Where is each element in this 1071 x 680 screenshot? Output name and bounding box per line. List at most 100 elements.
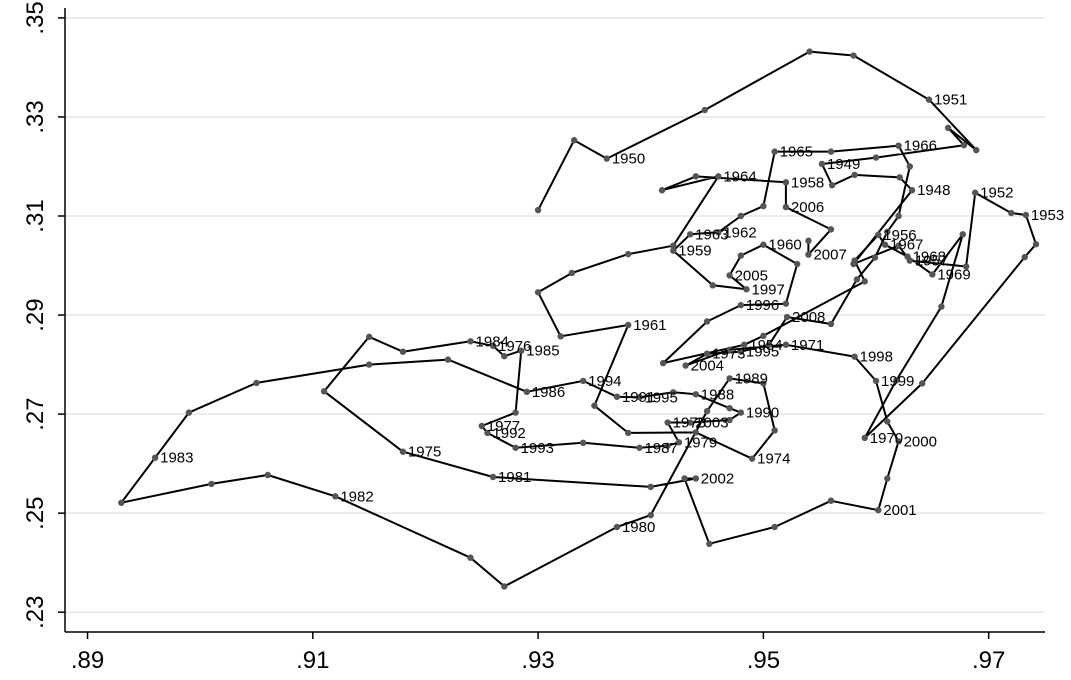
data-point-23 <box>1032 241 1040 248</box>
data-point-86 <box>467 338 474 345</box>
year-label-30: 1969 <box>937 266 970 283</box>
year-label-66: 2004 <box>691 358 724 375</box>
year-labels: 1950 1951 1949 1948 1957 1952 1953 1970 19691968… <box>160 92 1064 536</box>
data-point-141 <box>827 226 835 233</box>
data-point-10 <box>872 154 880 161</box>
data-point-87 <box>489 342 497 349</box>
year-label-81: 1981 <box>498 469 531 486</box>
data-point-81 <box>489 473 497 481</box>
year-label-113: 1983 <box>160 450 193 467</box>
data-point-105 <box>636 394 643 401</box>
data-point-80 <box>647 483 654 491</box>
year-label-49: 1963 <box>695 226 728 243</box>
data-point-106 <box>613 393 621 400</box>
data-point-8 <box>944 124 952 132</box>
data-point-69 <box>851 353 858 360</box>
data-point-44 <box>737 252 745 259</box>
data-point-11 <box>818 160 826 168</box>
year-label-106: 1991 <box>622 389 655 406</box>
data-point-51 <box>737 212 745 220</box>
data-point-108 <box>523 388 531 396</box>
data-point-47 <box>709 282 716 289</box>
data-point-64 <box>737 348 745 355</box>
data-point-114 <box>118 499 125 506</box>
x-tick-label-3: .95 <box>747 647 780 674</box>
year-label-107: 1994 <box>588 373 621 390</box>
data-point-116 <box>264 471 271 479</box>
year-label-15: 1948 <box>917 182 950 199</box>
data-point-13 <box>851 171 858 179</box>
year-label-43: 1960 <box>768 237 801 254</box>
data-point-90 <box>512 409 519 416</box>
data-point-130 <box>625 321 632 329</box>
data-point-62 <box>783 313 791 321</box>
y-tick-label-3: .29 <box>22 298 49 331</box>
year-label-55: 1966 <box>904 138 937 155</box>
year-label-140: 2006 <box>791 199 824 216</box>
year-label-50: 1962 <box>723 224 756 241</box>
year-label-32: 1967 <box>890 237 923 254</box>
data-point-40 <box>737 301 745 309</box>
data-point-136 <box>715 173 722 180</box>
data-point-71 <box>884 418 891 425</box>
data-point-35 <box>861 278 868 285</box>
data-point-53 <box>771 148 778 155</box>
year-label-120: 1980 <box>622 519 655 536</box>
year-label-99: 2003 <box>695 415 728 432</box>
year-label-82: 1975 <box>408 444 441 461</box>
year-label-70: 1999 <box>881 373 914 390</box>
data-point-111 <box>253 379 260 387</box>
data-point-89 <box>518 347 525 354</box>
data-point-98 <box>664 419 671 426</box>
year-label-40: 1996 <box>746 297 779 314</box>
year-label-93: 1993 <box>521 440 554 457</box>
data-point-12 <box>828 182 836 189</box>
year-label-142: 2007 <box>813 247 846 264</box>
y-tick-label-0: .23 <box>22 596 49 629</box>
data-point-46 <box>743 286 750 293</box>
data-point-70 <box>872 377 880 385</box>
data-point-143 <box>805 237 812 244</box>
data-point-20 <box>971 189 979 196</box>
year-label-26: 1970 <box>870 430 903 447</box>
data-markers <box>118 48 1040 590</box>
year-label-72: 2000 <box>904 433 937 450</box>
data-point-34 <box>851 257 858 264</box>
data-point-93 <box>512 444 519 451</box>
year-label-18: 1957 <box>915 253 948 270</box>
year-label-95: 1987 <box>644 440 677 457</box>
data-point-94 <box>579 439 587 447</box>
data-point-102 <box>726 404 733 412</box>
year-label-98: 1978 <box>673 415 706 432</box>
year-label-79: 2002 <box>701 470 734 487</box>
year-label-46: 1997 <box>751 281 784 298</box>
data-point-1 <box>570 137 578 144</box>
data-point-36 <box>760 332 767 340</box>
year-label-101: 1990 <box>746 405 779 422</box>
data-point-31 <box>904 253 911 260</box>
year-label-87: 1976 <box>498 338 531 355</box>
data-point-63 <box>765 341 773 348</box>
data-point-73 <box>884 475 891 482</box>
x-tick-label-1: .91 <box>296 647 329 674</box>
data-point-122 <box>703 407 711 415</box>
year-label-74: 2001 <box>883 502 916 519</box>
data-point-84 <box>365 333 373 341</box>
data-point-29 <box>959 231 966 238</box>
year-label-105: 1995 <box>644 389 677 406</box>
data-point-7 <box>973 146 980 154</box>
data-point-133 <box>568 269 576 277</box>
data-point-112 <box>185 409 193 416</box>
year-label-136: 1964 <box>723 168 756 185</box>
data-point-14 <box>896 174 903 181</box>
year-label-20: 1952 <box>980 185 1013 202</box>
data-point-142 <box>805 251 812 258</box>
data-point-19 <box>962 263 970 270</box>
grid-lines <box>65 17 1045 613</box>
data-point-134 <box>625 250 632 258</box>
year-label-91: 1977 <box>487 418 520 435</box>
data-point-135 <box>670 242 677 249</box>
data-point-83 <box>320 388 328 395</box>
data-point-138 <box>692 173 700 180</box>
